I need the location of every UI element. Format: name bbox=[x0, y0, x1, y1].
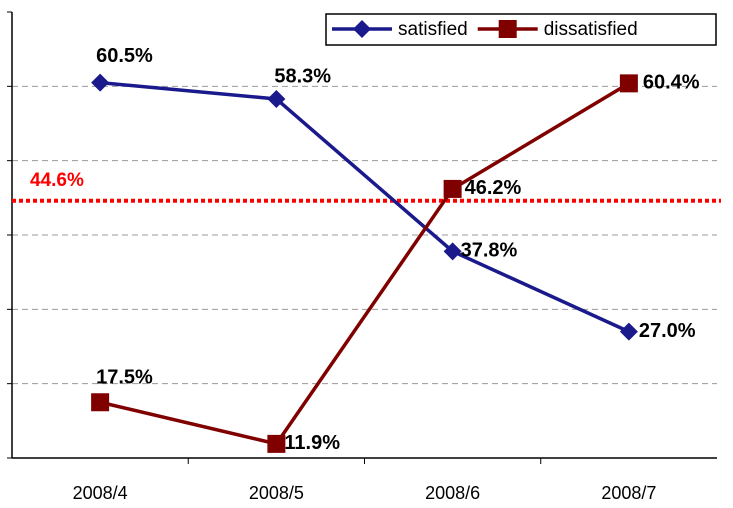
marker bbox=[91, 393, 110, 412]
data-label: 17.5% bbox=[96, 367, 153, 389]
marker bbox=[619, 322, 638, 341]
data-label: 27.0% bbox=[639, 320, 696, 342]
marker bbox=[267, 434, 286, 453]
data-label: 46.2% bbox=[465, 177, 522, 199]
legend-marker bbox=[353, 20, 371, 38]
series-line bbox=[99, 80, 630, 334]
x-tick-label: 2008/4 bbox=[73, 483, 128, 503]
marker bbox=[443, 242, 462, 261]
data-label: 60.4% bbox=[643, 72, 700, 94]
data-label: 11.9% bbox=[284, 432, 340, 454]
x-tick-label: 2008/7 bbox=[601, 483, 656, 503]
data-label: 60.5% bbox=[96, 45, 153, 67]
legend-label: dissatisfied bbox=[544, 19, 638, 40]
data-label: 58.3% bbox=[274, 65, 331, 87]
marker bbox=[619, 74, 638, 93]
marker bbox=[91, 73, 110, 92]
marker bbox=[443, 179, 462, 198]
legend-label: satisfied bbox=[398, 19, 468, 40]
reference-label: 44.6% bbox=[30, 170, 84, 191]
series-line bbox=[99, 81, 630, 446]
legend-marker bbox=[498, 20, 517, 38]
data-label: 37.8% bbox=[461, 240, 518, 262]
x-tick-label: 2008/6 bbox=[425, 483, 480, 503]
marker bbox=[267, 89, 286, 108]
x-tick-label: 2008/5 bbox=[249, 483, 304, 503]
